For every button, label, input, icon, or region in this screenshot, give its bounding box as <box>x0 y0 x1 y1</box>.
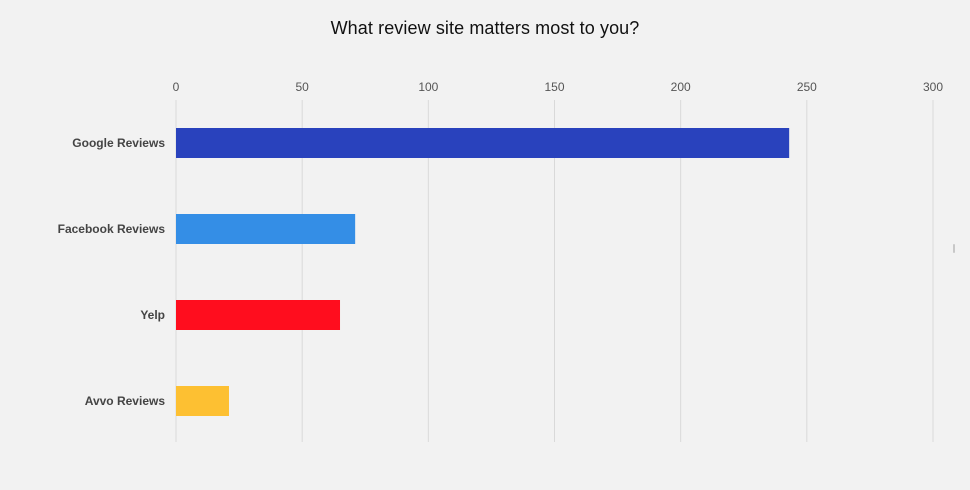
category-label: Google Reviews <box>72 136 165 150</box>
chart-title: What review site matters most to you? <box>330 18 640 38</box>
edge-marker <box>953 244 955 253</box>
x-tick-label: 300 <box>923 80 943 94</box>
bar <box>176 214 356 244</box>
category-label: Facebook Reviews <box>58 222 166 236</box>
x-tick-label: 150 <box>544 80 564 94</box>
x-tick-label: 50 <box>295 80 309 94</box>
x-tick-label: 250 <box>797 80 817 94</box>
category-label: Avvo Reviews <box>85 394 166 408</box>
x-tick-label: 0 <box>173 80 180 94</box>
x-tick-label: 100 <box>418 80 438 94</box>
bar <box>176 300 341 330</box>
bar <box>176 386 229 416</box>
bar <box>176 128 790 158</box>
x-tick-label: 200 <box>671 80 691 94</box>
category-label: Yelp <box>140 308 165 322</box>
